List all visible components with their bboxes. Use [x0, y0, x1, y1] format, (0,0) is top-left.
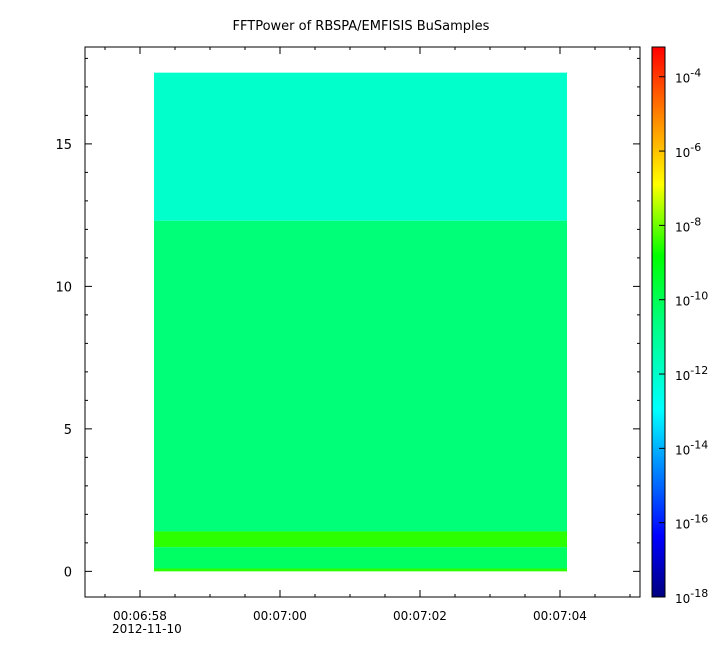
x-tick-label: 00:07:00	[253, 609, 307, 623]
y-axis: 0 5 10 15	[55, 57, 640, 580]
colorbar-tick-label: 10-6	[675, 141, 701, 160]
colorbar	[651, 46, 666, 598]
spectrogram-image	[154, 72, 567, 572]
y-tick-label: 5	[64, 423, 72, 438]
chart-title: FFTPower of RBSPA/EMFISIS BuSamples	[233, 19, 490, 34]
spectrogram-band	[154, 531, 567, 548]
x-axis: 00:06:58 00:07:00 00:07:02 00:07:04	[104, 47, 631, 623]
colorbar-tick-label: 10-8	[675, 215, 701, 234]
colorbar-tick-label: 10-12	[675, 364, 708, 383]
colorbar-tick-label: 10-18	[675, 587, 708, 606]
colorbar-tick-label: 10-10	[675, 290, 708, 309]
spectrogram-band	[154, 547, 567, 569]
x-axis-date-label: 2012-11-10	[112, 622, 182, 636]
colorbar-tick-label: 10-16	[675, 513, 708, 532]
y-tick-label: 0	[64, 565, 72, 580]
x-tick-label: 00:06:58	[113, 609, 167, 623]
colorbar-axis: 10-4 10-6 10-8 10-10 10-12 10-14 10-16 10-18	[659, 67, 708, 606]
spectrogram-band	[154, 220, 567, 532]
x-tick-label: 00:07:04	[533, 609, 587, 623]
spectrogram-band	[154, 72, 567, 221]
y-tick-label: 15	[55, 138, 72, 153]
colorbar-tick-label: 10-14	[675, 438, 708, 457]
x-tick-label: 00:07:02	[393, 609, 447, 623]
colorbar-tick-label: 10-4	[675, 67, 701, 86]
spectrogram-band	[154, 568, 567, 572]
y-tick-label: 10	[55, 280, 72, 295]
